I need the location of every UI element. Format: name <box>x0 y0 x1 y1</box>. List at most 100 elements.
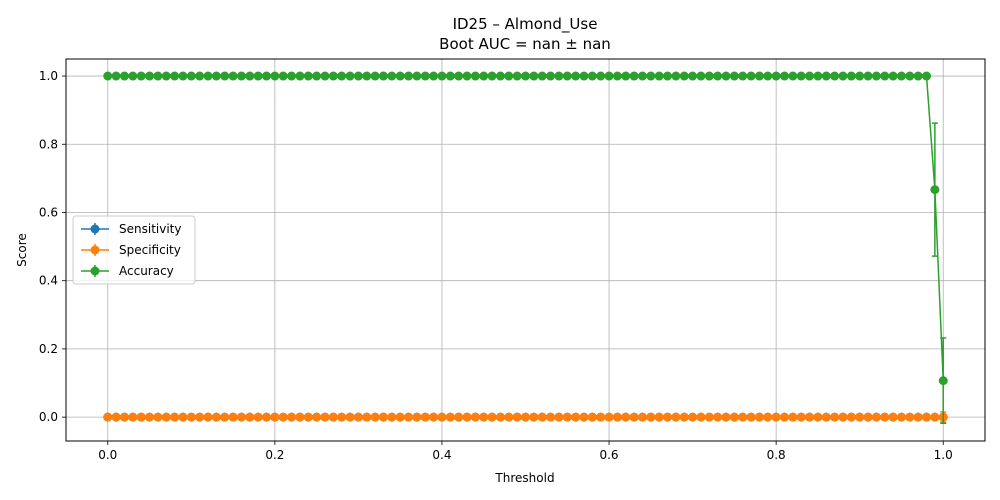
data-point-specificity <box>353 412 363 422</box>
data-point-accuracy <box>738 71 748 81</box>
data-point-specificity <box>688 412 698 422</box>
data-point-specificity <box>913 412 923 422</box>
data-point-accuracy <box>612 71 622 81</box>
data-point-specificity <box>412 412 422 422</box>
data-point-accuracy <box>262 71 272 81</box>
data-point-accuracy <box>111 71 121 81</box>
legend-label: Accuracy <box>119 264 174 278</box>
data-point-accuracy <box>270 71 280 81</box>
data-point-accuracy <box>629 71 639 81</box>
data-point-specificity <box>763 412 773 422</box>
y-tick-label: 0.0 <box>39 410 58 424</box>
x-tick-label: 0.4 <box>432 448 451 462</box>
data-point-specificity <box>278 412 288 422</box>
data-point-accuracy <box>445 71 455 81</box>
data-point-accuracy <box>487 71 497 81</box>
data-point-accuracy <box>429 71 439 81</box>
data-point-specificity <box>629 412 639 422</box>
data-point-specificity <box>746 412 756 422</box>
x-axis-label: Threshold <box>494 471 554 485</box>
data-point-specificity <box>679 412 689 422</box>
data-point-specificity <box>337 412 347 422</box>
x-tick-label: 1.0 <box>934 448 953 462</box>
data-point-accuracy <box>512 71 522 81</box>
data-point-accuracy <box>253 71 263 81</box>
data-point-accuracy <box>345 71 355 81</box>
data-point-accuracy <box>236 71 246 81</box>
data-point-accuracy <box>328 71 338 81</box>
data-point-accuracy <box>228 71 238 81</box>
data-point-accuracy <box>788 71 798 81</box>
data-point-specificity <box>838 412 848 422</box>
data-point-accuracy <box>930 185 940 195</box>
data-point-accuracy <box>654 71 664 81</box>
data-point-accuracy <box>195 71 205 81</box>
legend-label: Specificity <box>119 243 181 257</box>
data-point-specificity <box>771 412 781 422</box>
data-point-accuracy <box>370 71 380 81</box>
data-point-accuracy <box>688 71 698 81</box>
data-point-specificity <box>721 412 731 422</box>
legend-item-sensitivity: Sensitivity <box>81 222 181 236</box>
data-point-accuracy <box>119 71 129 81</box>
data-point-accuracy <box>312 71 322 81</box>
data-point-specificity <box>512 412 522 422</box>
data-point-accuracy <box>554 71 564 81</box>
chart-title: ID25 – Almond_Use <box>453 15 598 34</box>
data-point-specificity <box>245 412 255 422</box>
data-point-accuracy <box>378 71 388 81</box>
axes: 0.0 0.2 0.4 0.6 0.8 1.0 0.0 0.2 0.4 0.6 0.8 1.0 <box>39 69 953 462</box>
legend-item-accuracy: Accuracy <box>81 264 174 278</box>
data-point-specificity <box>454 412 464 422</box>
data-point-accuracy <box>295 71 305 81</box>
data-point-accuracy <box>813 71 823 81</box>
data-point-specificity <box>654 412 664 422</box>
data-point-accuracy <box>404 71 414 81</box>
data-point-accuracy <box>704 71 714 81</box>
data-point-accuracy <box>905 71 915 81</box>
data-point-specificity <box>328 412 338 422</box>
data-point-specificity <box>922 412 932 422</box>
data-point-accuracy <box>805 71 815 81</box>
data-point-specificity <box>888 412 898 422</box>
legend-swatch-marker <box>90 224 100 234</box>
data-point-specificity <box>128 412 138 422</box>
data-point-specificity <box>855 412 865 422</box>
legend-swatch-marker <box>90 266 100 276</box>
data-point-specificity <box>404 412 414 422</box>
data-point-accuracy <box>420 71 430 81</box>
data-point-accuracy <box>938 376 948 386</box>
legend-swatch-marker <box>90 245 100 255</box>
x-tick-label: 0.0 <box>98 448 117 462</box>
y-tick-label: 0.2 <box>39 342 58 356</box>
data-point-specificity <box>170 412 180 422</box>
data-point-accuracy <box>537 71 547 81</box>
data-point-accuracy <box>571 71 581 81</box>
data-point-specificity <box>738 412 748 422</box>
data-point-accuracy <box>604 71 614 81</box>
data-point-accuracy <box>529 71 539 81</box>
x-tick-label: 0.6 <box>599 448 618 462</box>
data-point-specificity <box>930 412 940 422</box>
data-point-accuracy <box>186 71 196 81</box>
data-point-accuracy <box>838 71 848 81</box>
data-point-accuracy <box>579 71 589 81</box>
y-tick-label: 0.8 <box>39 137 58 151</box>
data-point-specificity <box>529 412 539 422</box>
data-point-specificity <box>779 412 789 422</box>
data-point-accuracy <box>562 71 572 81</box>
data-point-accuracy <box>387 71 397 81</box>
data-point-accuracy <box>278 71 288 81</box>
data-point-accuracy <box>696 71 706 81</box>
data-point-specificity <box>905 412 915 422</box>
data-point-accuracy <box>303 71 313 81</box>
data-point-accuracy <box>587 71 597 81</box>
data-point-specificity <box>437 412 447 422</box>
data-point-specificity <box>479 412 489 422</box>
y-tick-label: 0.6 <box>39 205 58 219</box>
data-point-specificity <box>554 412 564 422</box>
data-point-accuracy <box>128 71 138 81</box>
x-tick-label: 0.2 <box>265 448 284 462</box>
data-point-specificity <box>863 412 873 422</box>
data-point-accuracy <box>846 71 856 81</box>
